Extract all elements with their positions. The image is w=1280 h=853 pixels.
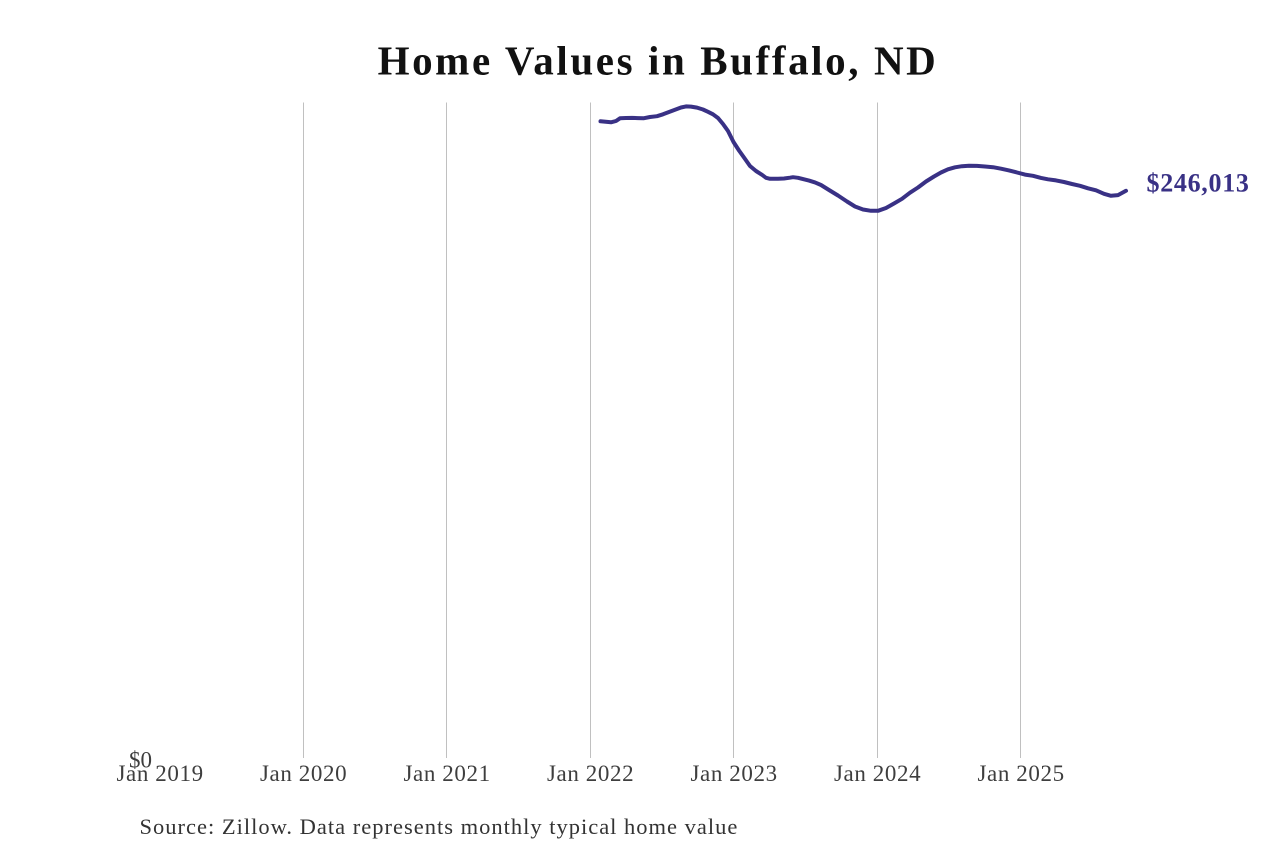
svg-text:Jan 2021: Jan 2021: [403, 761, 490, 786]
svg-text:Jan 2024: Jan 2024: [834, 761, 921, 786]
svg-text:Jan 2023: Jan 2023: [690, 761, 777, 786]
svg-text:Jan 2025: Jan 2025: [977, 761, 1064, 786]
svg-text:Jan 2022: Jan 2022: [547, 761, 634, 786]
svg-text:Source: Zillow. Data represent: Source: Zillow. Data represents monthly …: [140, 814, 739, 839]
svg-text:$246,013: $246,013: [1147, 169, 1250, 198]
svg-text:Home Values in Buffalo, ND: Home Values in Buffalo, ND: [378, 38, 939, 84]
svg-text:Jan 2019: Jan 2019: [116, 761, 203, 786]
svg-text:$0: $0: [129, 748, 152, 773]
svg-text:Jan 2020: Jan 2020: [260, 761, 347, 786]
